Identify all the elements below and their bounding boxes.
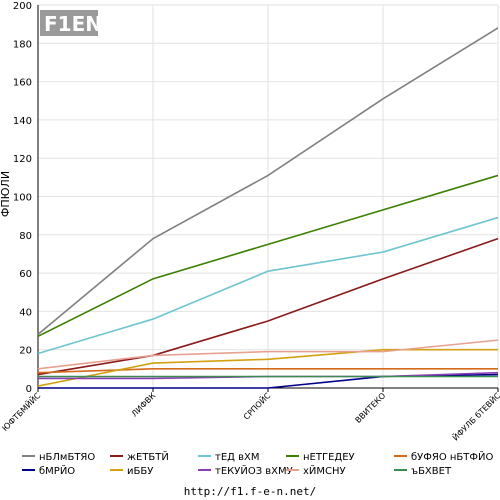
series-line-7: [37, 348, 498, 387]
legend-label: тЕД вХМ: [215, 452, 260, 463]
series-line-9: [37, 339, 499, 370]
legend-label: нЕТГЕДЕУ: [303, 452, 355, 463]
series-line-1: [37, 27, 499, 335]
y-tick-labels: 0 20 40 60 80 100 120 140 160 180 200: [13, 1, 32, 395]
footer-url: http://f1.f-e-n.net/: [183, 485, 317, 498]
y-tick-label: 100: [13, 193, 32, 204]
legend-label: нБЛмБТЯО: [39, 452, 95, 463]
legend-label: тЕКУЙОЗ вХМУ: [215, 464, 293, 477]
legend-label: жЕТБТЙ: [127, 450, 169, 463]
x-tick-label: ЛИФВК: [130, 391, 158, 419]
y-tick-label: 140: [13, 116, 32, 127]
x-tick-labels: ЮФТБМЙЙС ЛИФВК СРПОЙС ВВИТЕКО ЙФУЛБ бТЕВЙС: [0, 389, 500, 442]
svg-text:F1EN: F1EN: [44, 12, 100, 36]
series-line-3: [37, 216, 499, 355]
legend-label: бУФЯО нБТФЙО: [411, 450, 493, 463]
legend: нБЛмБТЯО жЕТБТЙ тЕД вХМ нЕТГЕДЕУ бУФЯО нБТФЙ…: [22, 450, 493, 477]
x-tick-label: ЮФТБМЙЙС: [0, 389, 43, 433]
y-tick-label: 40: [19, 307, 32, 318]
legend-label: хЙМСНУ: [303, 464, 346, 477]
y-tick-label: 20: [19, 346, 32, 357]
legend-label: ъБХВЕТ: [411, 466, 452, 477]
y-tick-label: 0: [26, 384, 32, 395]
x-tick-label: ВВИТЕКО: [354, 391, 388, 425]
f1en-logo: F1EN: [40, 8, 102, 42]
y-tick-label: 160: [13, 78, 32, 89]
legend-label: иББУ: [127, 466, 153, 477]
y-tick-label: 180: [13, 39, 32, 50]
series-line-4: [37, 174, 499, 338]
legend-label: бМРЙО: [39, 464, 75, 477]
x-tick-label: ЙФУЛБ бТЕВЙС: [450, 389, 500, 442]
y-tick-label: 120: [13, 154, 32, 165]
series-line-2: [37, 237, 499, 376]
y-axis-label: ФПЮЛИ: [0, 171, 12, 217]
series-lines: [37, 27, 499, 389]
x-tick-label: СРПОЙС: [240, 389, 272, 421]
y-tick-label: 200: [13, 1, 32, 12]
y-tick-label: 80: [19, 231, 32, 242]
y-tick-label: 60: [19, 269, 32, 280]
